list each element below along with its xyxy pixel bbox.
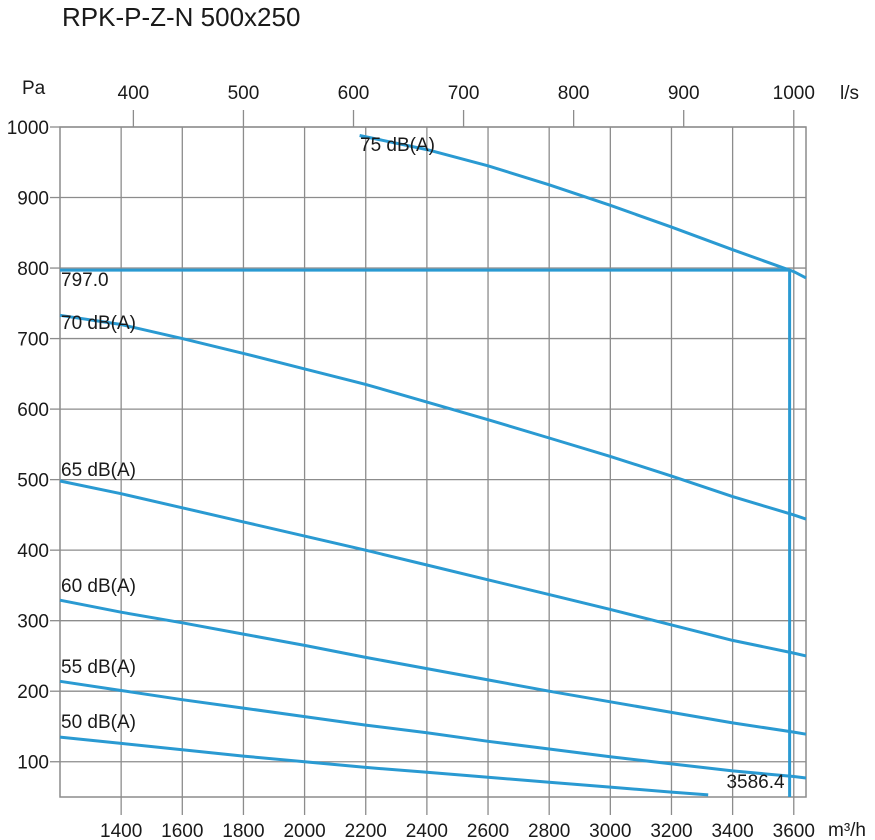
x-tick-label: 2000: [283, 821, 325, 840]
x2-tick-label: 1000: [773, 83, 815, 104]
x2-axis-label: l/s: [840, 83, 859, 104]
y-tick-label: 700: [17, 330, 49, 351]
x-tick-label: 3400: [711, 821, 753, 840]
series-line-1: [359, 134, 807, 280]
y-tick-label: 500: [17, 471, 49, 492]
operating-point-y-label: 797.0: [61, 270, 109, 291]
series-line-6: [59, 735, 709, 797]
plot-frame: [59, 126, 807, 798]
curves: [59, 134, 807, 797]
series-label: 65 dB(A): [61, 460, 136, 481]
y-tick-label: 1000: [7, 118, 49, 139]
x-tick-label: 1800: [222, 821, 264, 840]
labels: 1400 1600 1800 2000 2200 2400 2600 2800 3000 3200…: [7, 83, 815, 840]
x2-tick-label: 500: [228, 83, 260, 104]
x-tick-label: 2400: [406, 821, 448, 840]
x2-tick-label: 900: [668, 83, 700, 104]
x-tick-label: 2200: [345, 821, 387, 840]
x-tick-label: 2600: [467, 821, 509, 840]
series-label: 75 dB(A): [360, 135, 435, 156]
series-label: 55 dB(A): [61, 657, 136, 678]
x-tick-label: 3200: [650, 821, 692, 840]
y-tick-label: 400: [17, 541, 49, 562]
series-line-4: [59, 598, 807, 736]
y-tick-label: 300: [17, 612, 49, 633]
series-label: 60 dB(A): [61, 576, 136, 597]
series-line-5: [59, 679, 807, 780]
x2-tick-label: 600: [338, 83, 370, 104]
y-tick-label: 900: [17, 189, 49, 210]
x-tick-label: 3600: [773, 821, 815, 840]
operating-point: [60, 268, 792, 797]
x-tick-label: 3000: [589, 821, 631, 840]
x-axis-label: m³/h: [828, 820, 866, 840]
grid: [50, 110, 807, 815]
x-tick-label: 1600: [161, 821, 203, 840]
x2-tick-label: 700: [448, 83, 480, 104]
series-label: 70 dB(A): [61, 313, 136, 334]
operating-point-x-label: 3586.4: [726, 772, 785, 793]
series-line-3: [59, 479, 807, 658]
y-tick-label: 600: [17, 400, 49, 421]
y-tick-label: 200: [17, 682, 49, 703]
series-label: 50 dB(A): [61, 712, 136, 733]
y-tick-label: 100: [17, 753, 49, 774]
x-tick-label: 2800: [528, 821, 570, 840]
x2-tick-label: 400: [118, 83, 150, 104]
chart-title: RPK-P-Z-N 500x250: [62, 2, 300, 32]
series-line-2: [59, 313, 807, 521]
x-tick-label: 1400: [100, 821, 142, 840]
y-axis-label: Pa: [22, 78, 46, 99]
x2-tick-label: 800: [558, 83, 590, 104]
y-tick-label: 800: [17, 259, 49, 280]
